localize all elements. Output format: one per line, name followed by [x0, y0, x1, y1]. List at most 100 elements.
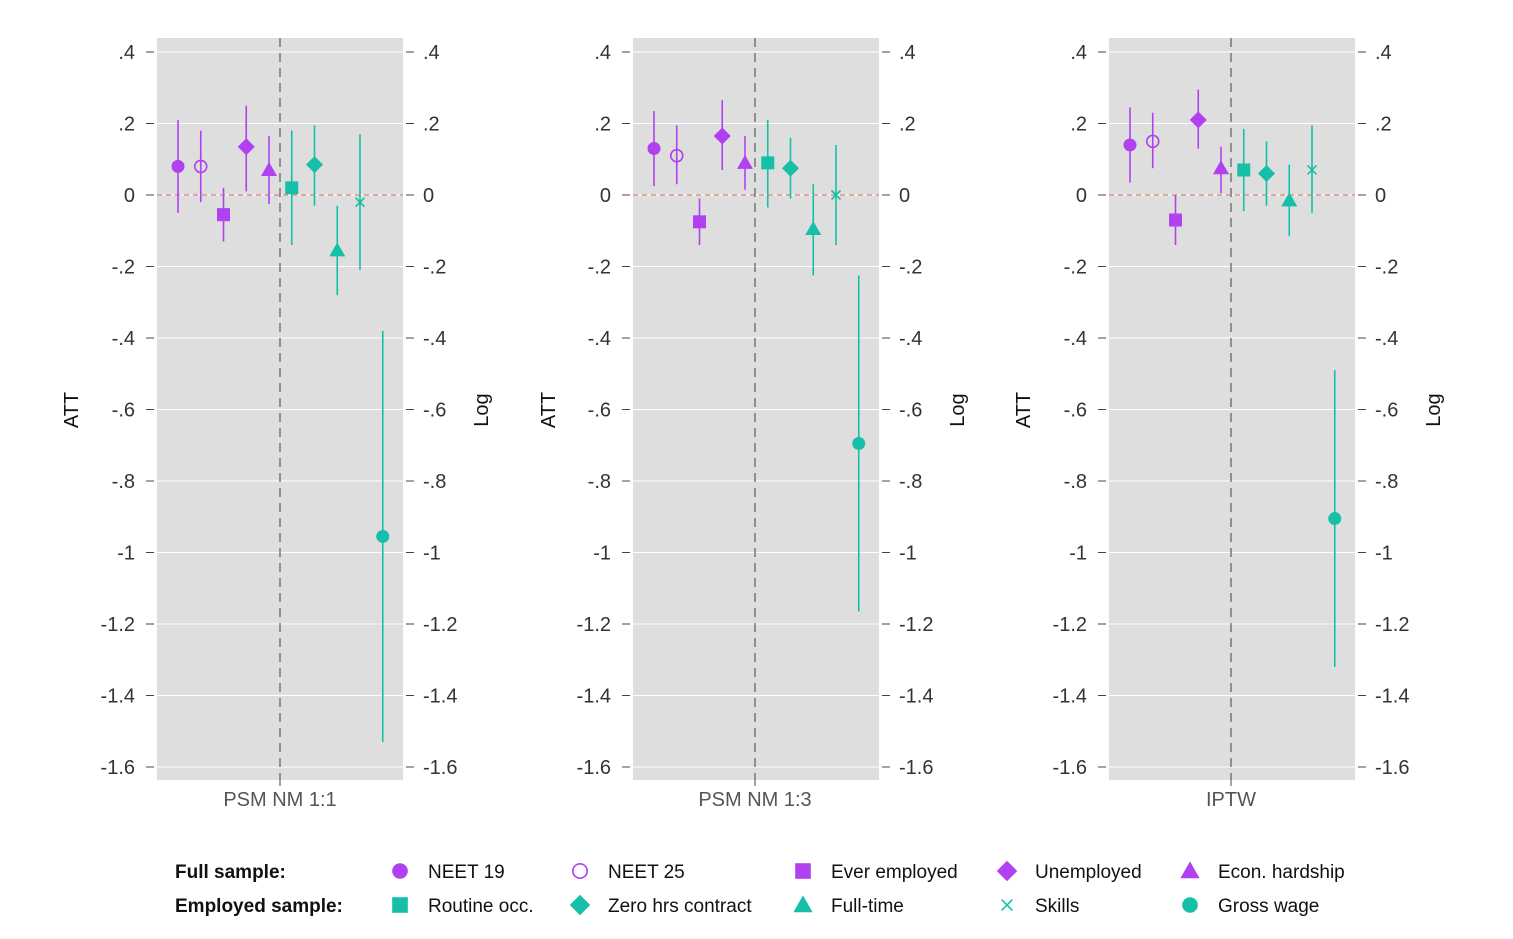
y-tick-label-right: .2 [423, 114, 440, 136]
legend-item-econ_hardship: Econ. hardship [1180, 861, 1345, 883]
legend-marker-zero_hrs [569, 894, 591, 916]
panel-x-label: PSM NM 1:1 [223, 789, 336, 811]
y-tick-label-right: 0 [423, 185, 434, 207]
point-unemployed [1189, 111, 1207, 129]
y-tick-label-left: .2 [594, 114, 611, 136]
y-tick-label-right: -1.4 [423, 686, 457, 708]
legend-item-neet19: NEET 19 [392, 862, 505, 883]
legend-item-full_time: Full-time [793, 895, 904, 917]
point-unemployed [713, 127, 731, 145]
y-axis-title-right: Log [947, 393, 969, 426]
y-tick-label-left: -.6 [1064, 400, 1087, 422]
point-zero_hrs [306, 156, 323, 174]
panel-x-label: IPTW [1206, 789, 1256, 811]
panel-x-label: PSM NM 1:3 [698, 789, 811, 811]
y-tick-label-left: .2 [118, 114, 135, 136]
y-tick-label-right: .4 [423, 42, 440, 64]
y-tick-label-left: -.2 [588, 257, 611, 279]
marker-x-stroke [830, 189, 842, 201]
y-tick-label-left: -1.2 [1053, 614, 1087, 636]
y-tick-label-left: -.8 [588, 471, 611, 493]
marker-x-stroke [354, 197, 366, 208]
y-tick-label-left: 0 [600, 185, 611, 207]
point-skills [1306, 164, 1318, 176]
panel-2: .4 .4 .2 .2 0 0 -.2 -.2 -.4 -.4 -.6 -.6 -.8 -.8 -1 -1 -1… [538, 38, 969, 811]
point-skills [830, 189, 842, 201]
legend-marker-skills [1001, 899, 1013, 911]
legend-marker-econ_hardship [1180, 861, 1200, 879]
y-tick-label-left: -1.4 [1053, 686, 1087, 708]
y-tick-label-right: -1.6 [423, 757, 457, 779]
legend-marker-unemployed [996, 860, 1018, 882]
point-routine_occ [761, 156, 775, 170]
point-zero_hrs [782, 159, 799, 177]
legend-marker-neet25 [571, 862, 588, 879]
y-tick-label-left: -1 [1069, 543, 1087, 565]
legend-heading-employed-sample: Employed sample: [175, 896, 343, 917]
panel-1: .4 .4 .2 .2 0 0 -.2 -.2 -.4 -.4 -.6 -.6 -.8 -.8 -1 -1 -1… [61, 38, 493, 811]
marker-x-stroke [1001, 899, 1013, 911]
legend-label-unemployed: Unemployed [1035, 862, 1142, 883]
y-tick-label-right: -.6 [1375, 400, 1398, 422]
y-tick-label-right: -.4 [423, 328, 446, 350]
y-tick-label-left: -.4 [1064, 328, 1087, 350]
legend-item-zero_hrs: Zero hrs contract [569, 894, 752, 917]
point-routine_occ [1237, 163, 1251, 177]
point-zero_hrs [1258, 165, 1275, 183]
y-tick-label-right: -.4 [899, 328, 922, 350]
y-tick-label-left: -1.6 [1053, 757, 1087, 779]
y-axis-title-left: ATT [61, 392, 83, 428]
point-full_time [1281, 192, 1298, 207]
legend-label-zero_hrs: Zero hrs contract [608, 896, 752, 917]
legend-label-ever_employed: Ever employed [831, 862, 958, 883]
legend-label-econ_hardship: Econ. hardship [1218, 862, 1345, 883]
y-tick-label-right: -.6 [899, 400, 922, 422]
legend-marker-routine_occ [392, 897, 408, 913]
legend: Full sample: Employed sample: NEET 19 NEET … [175, 860, 1345, 917]
y-axis-title-right: Log [1423, 393, 1445, 426]
y-tick-label-left: .4 [594, 42, 611, 64]
legend-item-ever_employed: Ever employed [795, 862, 958, 883]
y-tick-label-right: -1.2 [423, 614, 457, 636]
y-tick-label-right: -1.6 [1375, 757, 1409, 779]
y-tick-label-right: .2 [1375, 114, 1392, 136]
point-ever_employed [693, 215, 706, 229]
point-routine_occ [285, 181, 299, 195]
point-ever_employed [217, 208, 230, 222]
point-full_time [805, 220, 822, 235]
legend-heading-full-sample: Full sample: [175, 862, 286, 883]
marker-x-stroke [1306, 164, 1318, 176]
y-tick-label-left: -.8 [1064, 471, 1087, 493]
point-skills [354, 197, 366, 208]
y-tick-label-right: -1.2 [1375, 614, 1409, 636]
y-tick-label-left: -1.4 [101, 686, 135, 708]
y-tick-label-left: -.6 [112, 400, 135, 422]
point-econ_hardship [261, 161, 277, 176]
point-econ_hardship [737, 154, 753, 169]
y-tick-label-right: -.8 [1375, 471, 1398, 493]
y-tick-label-right: 0 [899, 185, 910, 207]
y-tick-label-right: -.2 [899, 257, 922, 279]
y-tick-label-left: -.6 [588, 400, 611, 422]
y-tick-label-left: -1 [593, 543, 611, 565]
y-tick-label-right: -.4 [1375, 328, 1398, 350]
y-tick-label-right: -.8 [423, 471, 446, 493]
point-neet19 [647, 142, 661, 156]
legend-item-unemployed: Unemployed [996, 860, 1142, 883]
y-tick-label-left: -1.2 [577, 614, 611, 636]
y-tick-label-right: -1.2 [899, 614, 933, 636]
y-tick-label-left: -.8 [112, 471, 135, 493]
point-neet19 [1123, 138, 1137, 152]
legend-label-skills: Skills [1035, 896, 1079, 917]
legend-marker-ever_employed [795, 863, 811, 879]
y-tick-label-left: 0 [1076, 185, 1087, 207]
y-tick-label-right: .4 [1375, 42, 1392, 64]
point-ever_employed [1169, 213, 1182, 227]
y-tick-label-right: -.2 [423, 257, 446, 279]
y-tick-label-left: .4 [1070, 42, 1087, 64]
legend-marker-full_time [793, 895, 813, 913]
y-axis-title-left: ATT [1013, 392, 1035, 428]
point-full_time [329, 242, 346, 257]
legend-label-gross_wage: Gross wage [1218, 896, 1319, 917]
y-axis-title-right: Log [471, 393, 493, 426]
